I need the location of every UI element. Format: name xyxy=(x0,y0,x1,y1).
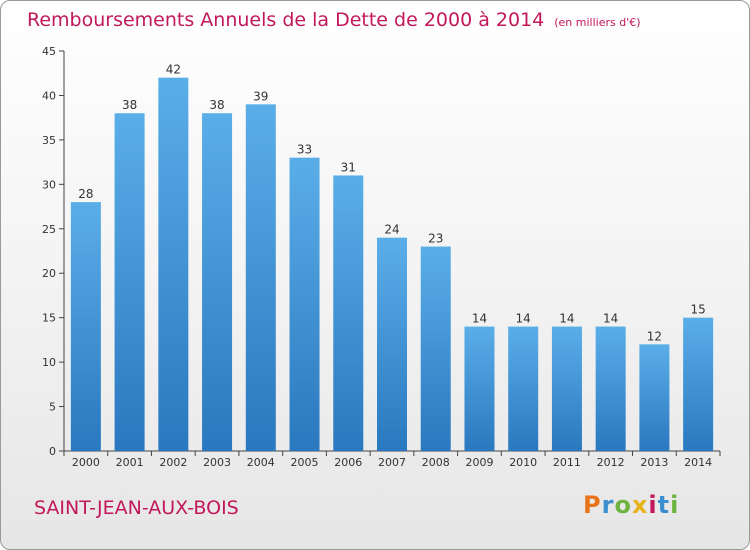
bar xyxy=(551,326,582,451)
chart-title: Remboursements Annuels de la Dette de 20… xyxy=(27,9,545,31)
data-label: 14 xyxy=(603,312,618,326)
logo-letter: r xyxy=(601,491,615,519)
data-label: 38 xyxy=(122,98,137,112)
y-tick-label: 10 xyxy=(42,356,56,369)
y-tick-label: 20 xyxy=(42,267,56,280)
logo-letter: i xyxy=(670,491,680,519)
y-tick-label: 30 xyxy=(42,178,56,191)
y-tick-label: 40 xyxy=(42,89,56,102)
data-label: 14 xyxy=(516,312,531,326)
title-row: Remboursements Annuels de la Dette de 20… xyxy=(27,9,641,31)
bar xyxy=(289,157,320,451)
bar xyxy=(595,326,626,451)
x-tick-label: 2011 xyxy=(553,456,581,469)
x-tick-label: 2013 xyxy=(640,456,668,469)
bar xyxy=(377,237,407,451)
bars xyxy=(70,77,714,452)
commune-name: SAINT-JEAN-AUX-BOIS xyxy=(34,497,239,519)
bar xyxy=(508,326,539,451)
data-label: 24 xyxy=(384,223,399,237)
data-label: 28 xyxy=(78,187,93,201)
data-label: 14 xyxy=(559,312,574,326)
proxiti-logo[interactable]: Proxiti xyxy=(583,491,679,519)
bar xyxy=(683,317,714,451)
x-tick-label: 2010 xyxy=(509,456,537,469)
y-tick-label: 5 xyxy=(49,401,56,414)
y-tick-label: 0 xyxy=(49,445,56,458)
x-tick-label: 2005 xyxy=(291,456,319,469)
data-label: 42 xyxy=(166,63,181,77)
bar xyxy=(114,113,145,451)
x-tick-label: 2012 xyxy=(597,456,625,469)
bar xyxy=(245,104,276,451)
x-tick-label: 2001 xyxy=(116,456,144,469)
logo-letter: o xyxy=(614,491,632,519)
logo-letter: i xyxy=(648,491,658,519)
bar xyxy=(639,344,670,451)
logo-letter: P xyxy=(583,491,602,519)
bar xyxy=(420,246,451,451)
logo-letter: x xyxy=(631,491,649,519)
logo-letter: t xyxy=(657,491,671,519)
data-label: 15 xyxy=(690,303,705,317)
y-tick-label: 45 xyxy=(42,45,56,58)
data-label: 12 xyxy=(647,329,662,343)
bar xyxy=(464,326,495,451)
y-tick-label: 35 xyxy=(42,134,56,147)
data-label: 14 xyxy=(472,312,487,326)
y-tick-label: 25 xyxy=(42,223,56,236)
data-labels: 2000 28 2001 38 2002 42 2003 38 2004 39 2005 33 2006… xyxy=(72,63,712,469)
data-label: 39 xyxy=(253,89,268,103)
bar xyxy=(158,77,189,452)
data-label: 33 xyxy=(297,143,312,157)
x-tick-label: 2009 xyxy=(465,456,493,469)
data-label: 31 xyxy=(341,160,356,174)
bar xyxy=(202,113,233,451)
x-tick-label: 2004 xyxy=(247,456,275,469)
x-tick-label: 2002 xyxy=(159,456,187,469)
x-tick-label: 2000 xyxy=(72,456,100,469)
x-tick-label: 2014 xyxy=(684,456,712,469)
chart-subtitle: (en milliers d'€) xyxy=(554,16,641,29)
data-label: 38 xyxy=(209,98,224,112)
bar xyxy=(333,175,364,451)
data-label: 23 xyxy=(428,232,443,246)
x-tick-label: 2007 xyxy=(378,456,406,469)
y-tick-label: 15 xyxy=(42,312,56,325)
x-tick-label: 2008 xyxy=(422,456,450,469)
x-tick-label: 2006 xyxy=(334,456,362,469)
bar xyxy=(70,202,101,451)
x-tick-label: 2003 xyxy=(203,456,231,469)
